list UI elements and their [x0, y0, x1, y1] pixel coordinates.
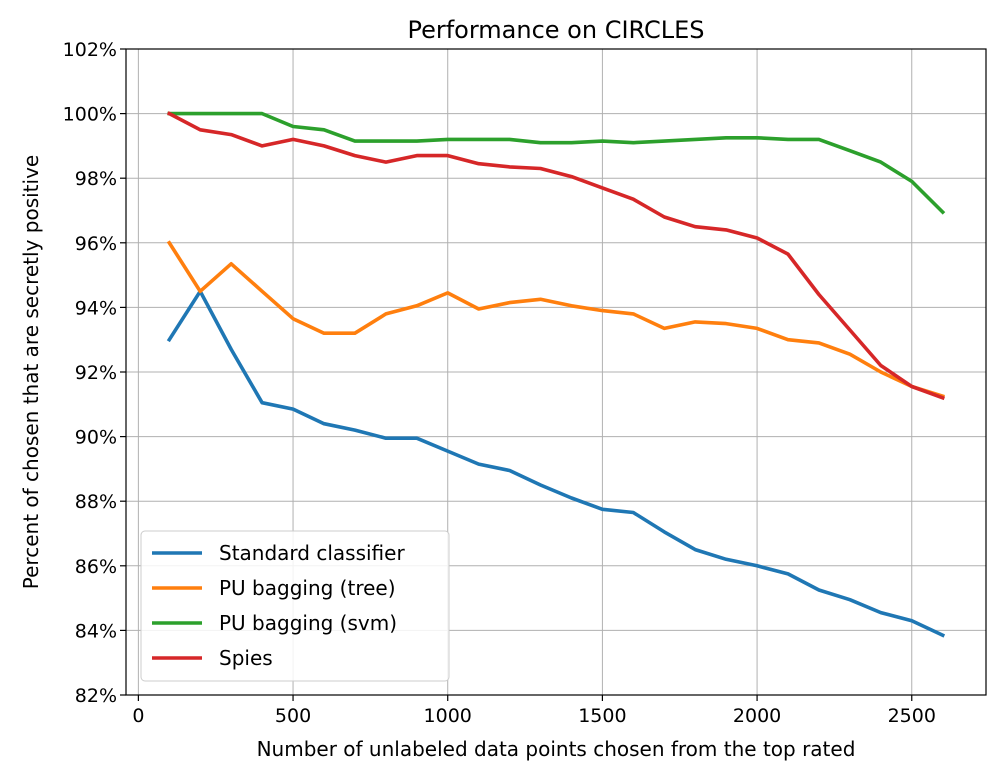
legend-label: Spies: [219, 646, 273, 670]
legend-label: PU bagging (tree): [219, 576, 396, 600]
series-line-1: [166, 240, 945, 399]
x-tick-label: 500: [275, 705, 311, 727]
chart-title: Performance on CIRCLES: [407, 16, 704, 44]
y-tick-label: 88%: [75, 491, 117, 513]
x-tick-label: 0: [132, 705, 144, 727]
legend-box: [140, 530, 450, 682]
series-line-3: [166, 111, 946, 401]
y-tick-label: 92%: [75, 362, 117, 384]
y-axis-label: Percent of chosen that are secretly posi…: [19, 155, 43, 589]
y-tick-label: 100%: [63, 104, 117, 126]
series-line-0: [166, 289, 946, 638]
axis-ticks: 0 500 1000 1500 2000 2500 82% 84% 86% 88% 90% 92% 94…: [63, 39, 936, 727]
x-tick-label: 2000: [733, 705, 781, 727]
y-tick-label: 90%: [75, 427, 117, 449]
x-tick-label: 2500: [888, 705, 936, 727]
legend-label: PU bagging (svm): [219, 611, 397, 635]
legend: Standard classifier PU bagging (tree) PU b…: [140, 530, 450, 682]
series-line-2: [167, 111, 946, 215]
y-tick-label: 94%: [75, 297, 117, 319]
y-tick-label: 98%: [75, 168, 117, 190]
legend-label: Standard classifier: [219, 541, 405, 565]
x-tick-label: 1500: [578, 705, 626, 727]
y-tick-label: 96%: [75, 233, 117, 255]
y-tick-label: 82%: [75, 685, 117, 707]
series-lines: [166, 111, 946, 638]
y-tick-label: 102%: [63, 39, 117, 61]
y-tick-label: 86%: [75, 556, 117, 578]
x-axis-label: Number of unlabeled data points chosen f…: [257, 737, 856, 761]
y-tick-label: 84%: [75, 620, 117, 642]
x-tick-label: 1000: [424, 705, 472, 727]
